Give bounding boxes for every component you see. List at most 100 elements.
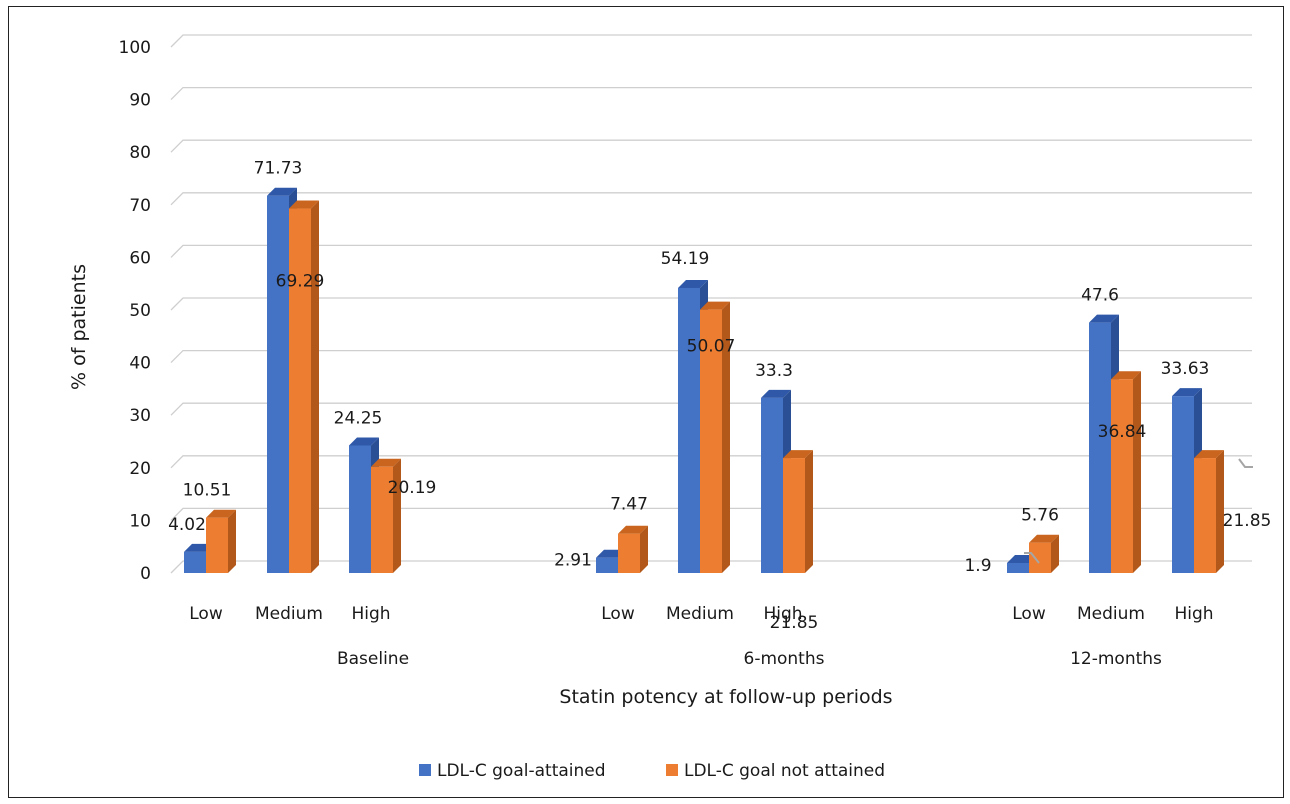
bar-top — [678, 279, 708, 288]
data-label: 1.9 — [964, 556, 991, 576]
bar-chart: 0 10 20 30 40 50 60 70 80 90 100 4.02 10.51 71.73 69.… — [68, 34, 1271, 781]
bar-front — [678, 287, 700, 573]
gridline — [170, 507, 1252, 521]
bar-front — [1111, 379, 1133, 573]
bar-front — [1029, 542, 1051, 573]
x-category-label: High — [1174, 604, 1213, 624]
y-tick-label: 60 — [129, 248, 151, 268]
gridline — [170, 560, 1252, 574]
bar-top — [267, 187, 297, 196]
bar-top — [1194, 450, 1224, 459]
data-label: 54.19 — [661, 249, 710, 269]
bar-not-attained-3 — [618, 525, 648, 573]
gridline — [170, 402, 1252, 416]
x-axis-category-labels: Low Medium High Low Medium High Low Medium High — [189, 604, 1213, 624]
legend-label: LDL-C goal-attained — [437, 761, 606, 781]
gridline — [170, 244, 1252, 258]
bars — [184, 187, 1224, 573]
bar-not-attained-2 — [371, 458, 401, 573]
bar-top — [349, 437, 379, 446]
bar-not-attained-5 — [783, 450, 813, 573]
gridline — [170, 192, 1252, 206]
leader-line — [1024, 552, 1040, 564]
bar-front — [1089, 322, 1111, 573]
y-axis-ticks: 0 10 20 30 40 50 60 70 80 90 100 — [119, 38, 151, 584]
legend: LDL-C goal-attained LDL-C goal not attain… — [419, 761, 885, 781]
y-tick-label: 50 — [129, 301, 151, 321]
bar-top — [371, 458, 401, 467]
bar-side — [805, 450, 813, 573]
bar-not-attained-0 — [206, 509, 236, 573]
x-group-label: Baseline — [337, 649, 409, 669]
x-category-label: High — [351, 604, 390, 624]
legend-label: LDL-C goal not attained — [684, 761, 885, 781]
bar-top — [1089, 314, 1119, 323]
bar-side — [228, 509, 236, 573]
x-group-label: 6-months — [744, 649, 825, 669]
bar-side — [640, 525, 648, 573]
data-label: 36.84 — [1098, 422, 1147, 442]
bar-top — [1111, 371, 1141, 380]
bar-front — [289, 208, 311, 573]
bar-side — [311, 200, 319, 573]
bar-top — [206, 509, 236, 518]
leader-line — [1238, 458, 1253, 468]
y-tick-label: 0 — [140, 564, 151, 584]
data-label: 2.91 — [554, 551, 592, 571]
data-label: 24.25 — [334, 408, 383, 428]
bar-side — [1216, 450, 1224, 573]
y-tick-label: 10 — [129, 511, 151, 531]
legend-swatch — [666, 764, 678, 776]
x-category-label: Low — [189, 604, 223, 624]
gridline — [170, 455, 1252, 469]
gridline — [170, 86, 1252, 101]
bar-front — [618, 533, 640, 573]
x-category-label: High — [763, 604, 802, 624]
x-category-label: Medium — [1077, 604, 1145, 624]
y-tick-label: 100 — [119, 38, 151, 58]
y-tick-label: 90 — [129, 91, 151, 111]
gridline — [170, 297, 1252, 311]
gridline — [170, 349, 1252, 364]
bar-front — [184, 551, 206, 573]
data-label: 50.07 — [687, 337, 736, 357]
bar-not-attained-4 — [700, 301, 730, 573]
bar-top — [700, 301, 730, 310]
bar-front — [761, 397, 783, 573]
bar-not-attained-7 — [1111, 371, 1141, 573]
x-category-label: Medium — [255, 604, 323, 624]
gridline — [170, 139, 1252, 153]
bar-side — [722, 301, 730, 573]
data-label: 69.29 — [276, 272, 325, 292]
data-labels: 4.02 10.51 71.73 69.29 24.25 20.19 2.91 7.47 54.… — [168, 159, 1271, 633]
bar-top — [761, 389, 791, 398]
bar-front — [1194, 458, 1216, 573]
bar-top — [618, 525, 648, 534]
data-label: 33.63 — [1161, 359, 1210, 379]
bar-front — [700, 309, 722, 573]
data-label: 7.47 — [610, 495, 648, 515]
y-tick-label: 70 — [129, 196, 151, 216]
bar-front — [267, 195, 289, 573]
data-label: 21.85 — [770, 613, 819, 633]
legend-swatch — [419, 764, 431, 776]
bar-front — [1172, 396, 1194, 573]
y-tick-label: 40 — [129, 354, 151, 374]
bar-front — [783, 458, 805, 573]
chart-frame: 0 10 20 30 40 50 60 70 80 90 100 4.02 10.51 71.73 69.… — [8, 6, 1284, 798]
bar-front — [1007, 563, 1029, 573]
bar-side — [393, 458, 401, 573]
x-axis-group-labels: Baseline 6-months 12-months — [337, 649, 1162, 669]
gridlines — [170, 34, 1252, 574]
y-tick-label: 20 — [129, 459, 151, 479]
data-label: 21.85 — [1223, 511, 1272, 531]
bar-top — [1029, 534, 1059, 543]
bar-not-attained-8 — [1194, 450, 1224, 573]
bar-top — [783, 450, 813, 459]
x-category-label: Medium — [666, 604, 734, 624]
bar-front — [371, 466, 393, 573]
bar-side — [1051, 534, 1059, 573]
bar-top — [1172, 388, 1202, 397]
bar-side — [1133, 371, 1141, 573]
x-axis-title: Statin potency at follow-up periods — [559, 686, 892, 708]
